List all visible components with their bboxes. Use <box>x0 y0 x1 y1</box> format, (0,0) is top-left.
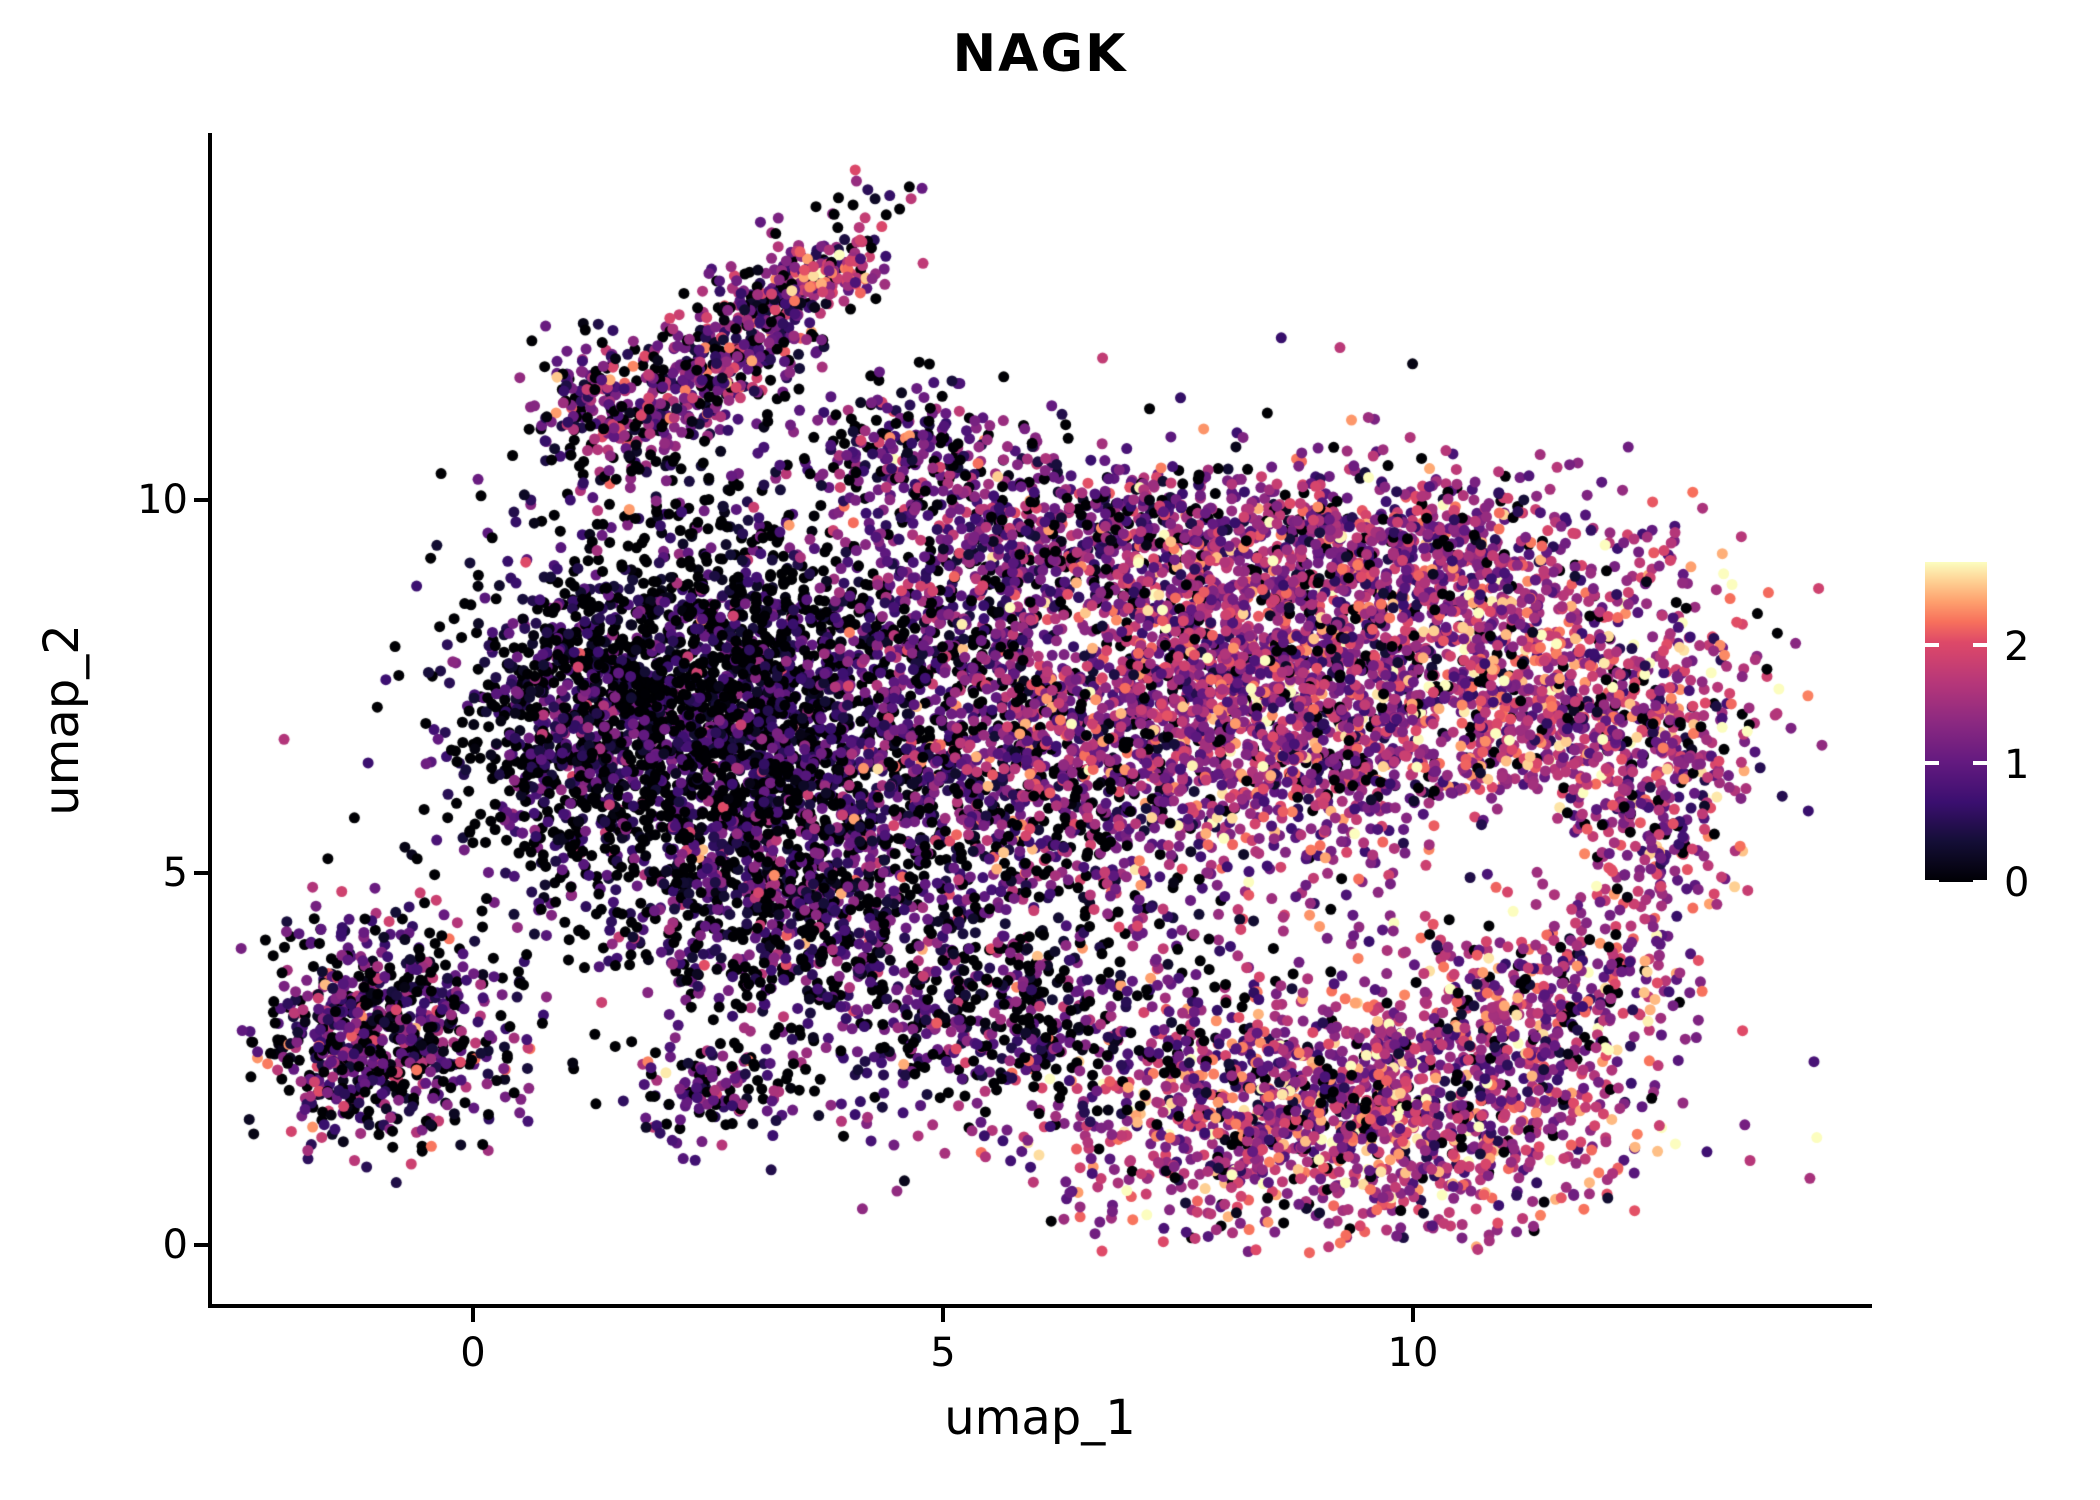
colorbar-tick-label: 0 <box>2004 860 2030 906</box>
y-tick-mark <box>194 498 208 502</box>
colorbar-tick-label: 1 <box>2004 742 2030 788</box>
x-tick-label: 0 <box>460 1330 486 1376</box>
x-tick-label: 5 <box>930 1330 956 1376</box>
x-axis-line <box>208 1304 1872 1308</box>
y-tick-mark <box>194 871 208 875</box>
colorbar <box>1925 562 1987 884</box>
colorbar-tick-mark <box>1973 880 1987 884</box>
x-axis-title: umap_1 <box>944 1390 1136 1446</box>
colorbar-tick-mark <box>1973 643 1987 647</box>
colorbar-tick-mark <box>1925 880 1939 884</box>
x-tick-mark <box>1411 1308 1415 1322</box>
y-tick-label: 10 <box>137 477 188 523</box>
y-tick-mark <box>194 1243 208 1247</box>
y-tick-label: 5 <box>162 850 188 896</box>
y-tick-label: 0 <box>162 1222 188 1268</box>
y-axis-line <box>208 133 212 1308</box>
y-axis-title: umap_2 <box>34 624 90 816</box>
colorbar-tick-mark <box>1973 761 1987 765</box>
colorbar-tick-mark <box>1925 643 1939 647</box>
colorbar-tick-label: 2 <box>2004 624 2030 670</box>
x-tick-mark <box>471 1308 475 1322</box>
colorbar-tick-mark <box>1925 761 1939 765</box>
x-tick-mark <box>941 1308 945 1322</box>
plot-title: NAGK <box>952 24 1128 84</box>
colorbar-gradient <box>1925 562 1987 882</box>
x-tick-label: 10 <box>1387 1330 1439 1376</box>
